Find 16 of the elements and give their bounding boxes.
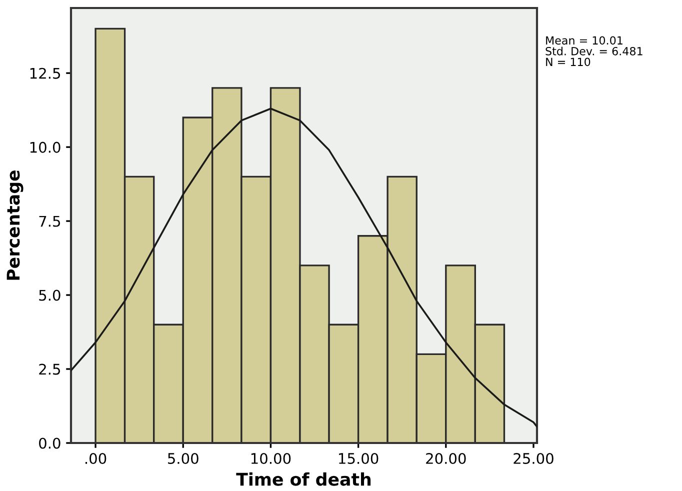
line-series	[71, 108, 537, 428]
text: Mean = 10.01 Std. Dev. = 6.481 N = 110	[546, 36, 642, 66]
x-tick-label: 25.00	[514, 452, 554, 464]
x-axis-title: Time of death	[236, 472, 371, 486]
y-tick-label: 7.5	[39, 216, 60, 227]
y-tick-label: 12.5	[30, 68, 60, 79]
y-tick-label: 10.0	[30, 142, 60, 153]
x-tick-label: 5.00	[168, 452, 198, 464]
y-tick-label: 0.0	[39, 438, 60, 449]
y-tick-label: 2.5	[39, 364, 60, 375]
y-tick-label: 5.0	[39, 290, 60, 301]
x-tick-label: 10.00	[251, 452, 291, 464]
x-tick-label: 20.00	[426, 452, 466, 464]
x-tick-label: 15.00	[339, 452, 378, 464]
x-tick-label: .00	[85, 452, 106, 464]
y-axis-title: Percentage	[6, 170, 24, 280]
